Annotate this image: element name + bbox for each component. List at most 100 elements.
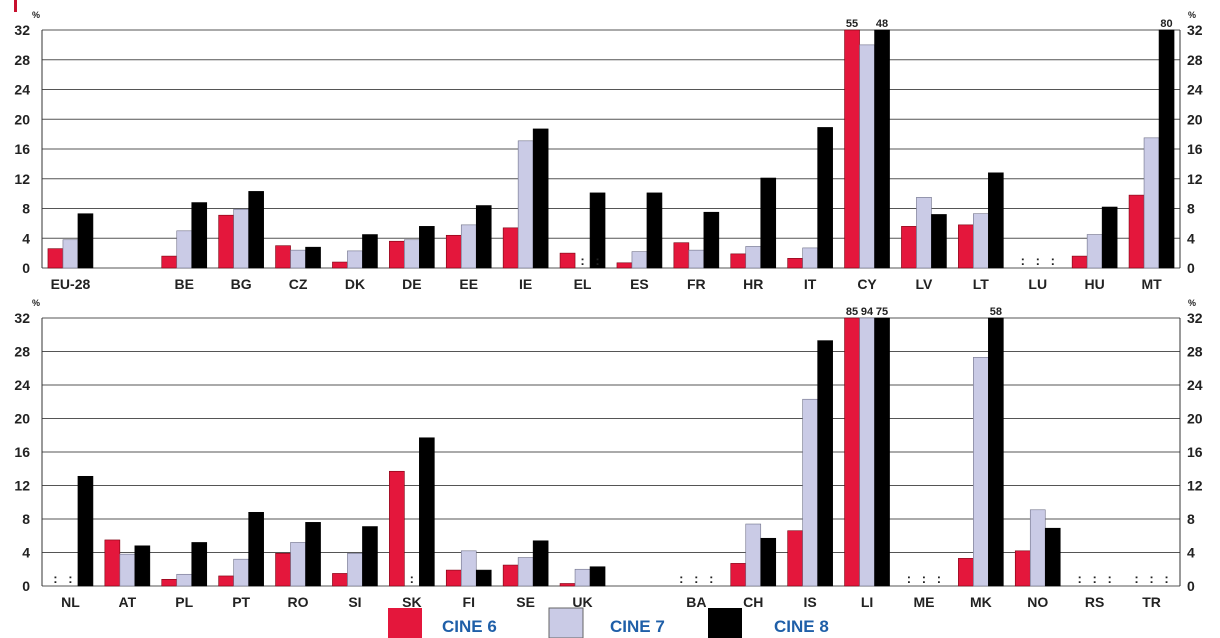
bar-cine-6 [844, 29, 860, 269]
y-unit-label-left: % [32, 298, 40, 308]
category-label: NL [61, 594, 80, 610]
bar-cine-7 [233, 558, 249, 587]
bar-cine-6 [161, 578, 178, 587]
bar-cine-7 [460, 550, 477, 587]
category-label: UK [572, 594, 592, 610]
legend-label-cine6: CINE 6 [442, 617, 497, 636]
bar-cine-8 [77, 213, 94, 269]
bar-cine-8 [931, 214, 947, 269]
not-available-mark: : [922, 571, 926, 586]
not-available-mark: : [1077, 571, 1081, 586]
bar-cine-8 [760, 537, 777, 587]
bar-cine-8 [419, 437, 435, 587]
bar-cine-6 [559, 583, 576, 587]
bar-cine-7 [574, 568, 591, 587]
bar-cine-8 [305, 522, 321, 587]
y-tick-label-right: 12 [1187, 478, 1203, 494]
bar-cine-6 [730, 563, 747, 587]
bar-cine-6 [161, 255, 178, 269]
bar-cine-7 [176, 230, 193, 269]
bar-cine-6 [787, 258, 803, 269]
not-available-mark: : [410, 571, 414, 586]
category-label: CY [857, 276, 877, 292]
category-label: TR [1142, 594, 1161, 610]
y-tick-label-left: 24 [14, 82, 30, 98]
category-label: HR [743, 276, 763, 292]
bar-cine-6 [47, 248, 64, 269]
y-unit-label-left: % [32, 10, 40, 20]
bar-cine-6 [673, 242, 690, 269]
bar-cine-6 [502, 227, 519, 269]
bar-cine-8 [191, 202, 208, 269]
not-available-mark: : [1107, 571, 1111, 586]
category-label: PT [232, 594, 250, 610]
y-tick-label-right: 8 [1187, 511, 1195, 527]
data-label: 85 [846, 306, 858, 318]
bar-cine-7 [404, 239, 420, 269]
not-available-mark: : [53, 571, 57, 586]
bar-cine-7 [347, 250, 363, 269]
bar-cine-7 [517, 557, 534, 587]
bar-cine-6 [332, 261, 348, 269]
bar-cine-7 [176, 573, 193, 587]
not-available-mark: : [679, 571, 683, 586]
bar-cine-7 [119, 553, 136, 587]
bar-cine-8 [817, 340, 833, 587]
category-label: ME [913, 594, 934, 610]
bar-cine-8 [646, 192, 663, 269]
y-tick-label-right: 28 [1187, 52, 1203, 68]
bar-cine-7 [1086, 234, 1103, 269]
bar-cine-8 [874, 317, 890, 587]
bar-cine-6 [1014, 550, 1031, 587]
y-tick-label-right: 24 [1187, 377, 1203, 393]
category-label: FI [463, 594, 475, 610]
legend-swatch-cine7 [548, 607, 584, 638]
category-label: SK [402, 594, 421, 610]
bar-cine-8 [362, 234, 378, 269]
category-label: ES [630, 276, 649, 292]
not-available-mark: : [1134, 571, 1138, 586]
not-available-mark: : [1051, 253, 1055, 268]
not-available-mark: : [709, 571, 713, 586]
bar-cine-8 [874, 29, 890, 269]
bar-cine-7 [859, 317, 875, 587]
bar-cine-6 [559, 252, 576, 269]
category-label: SE [516, 594, 535, 610]
y-tick-label-right: 0 [1187, 260, 1195, 276]
bar-cine-8 [475, 205, 492, 269]
y-tick-label-left: 8 [22, 201, 30, 217]
y-tick-label-left: 4 [22, 230, 30, 246]
legend-swatch-cine8 [708, 608, 742, 638]
bar-cine-8 [305, 246, 321, 269]
y-tick-label-right: 24 [1187, 82, 1203, 98]
not-available-mark: : [68, 571, 72, 586]
category-label: LT [973, 276, 990, 292]
bar-cine-6 [445, 569, 462, 587]
y-tick-label-left: 16 [14, 141, 30, 157]
bar-cine-6 [502, 564, 519, 587]
not-available-mark: : [580, 253, 584, 268]
category-label: EU-28 [51, 276, 91, 292]
bar-cine-7 [802, 247, 818, 269]
not-available-mark: : [937, 571, 941, 586]
bar-cine-7 [62, 239, 79, 269]
y-tick-label-left: 32 [14, 310, 30, 326]
y-tick-label-right: 16 [1187, 444, 1203, 460]
bar-cine-8 [419, 226, 435, 269]
bar-cine-6 [389, 240, 405, 269]
bar-cine-6 [730, 253, 747, 269]
not-available-mark: : [1164, 571, 1168, 586]
legend-swatch-cine6 [388, 608, 422, 638]
bar-cine-8 [532, 128, 549, 269]
y-tick-label-left: 20 [14, 411, 30, 427]
y-tick-label-right: 20 [1187, 411, 1203, 427]
y-tick-label-right: 20 [1187, 111, 1203, 127]
category-label: DK [345, 276, 365, 292]
data-label: 48 [876, 18, 888, 30]
y-tick-label-left: 24 [14, 377, 30, 393]
y-tick-label-left: 4 [22, 545, 30, 561]
bar-cine-6 [844, 317, 860, 587]
legend-label-cine7: CINE 7 [610, 617, 665, 636]
